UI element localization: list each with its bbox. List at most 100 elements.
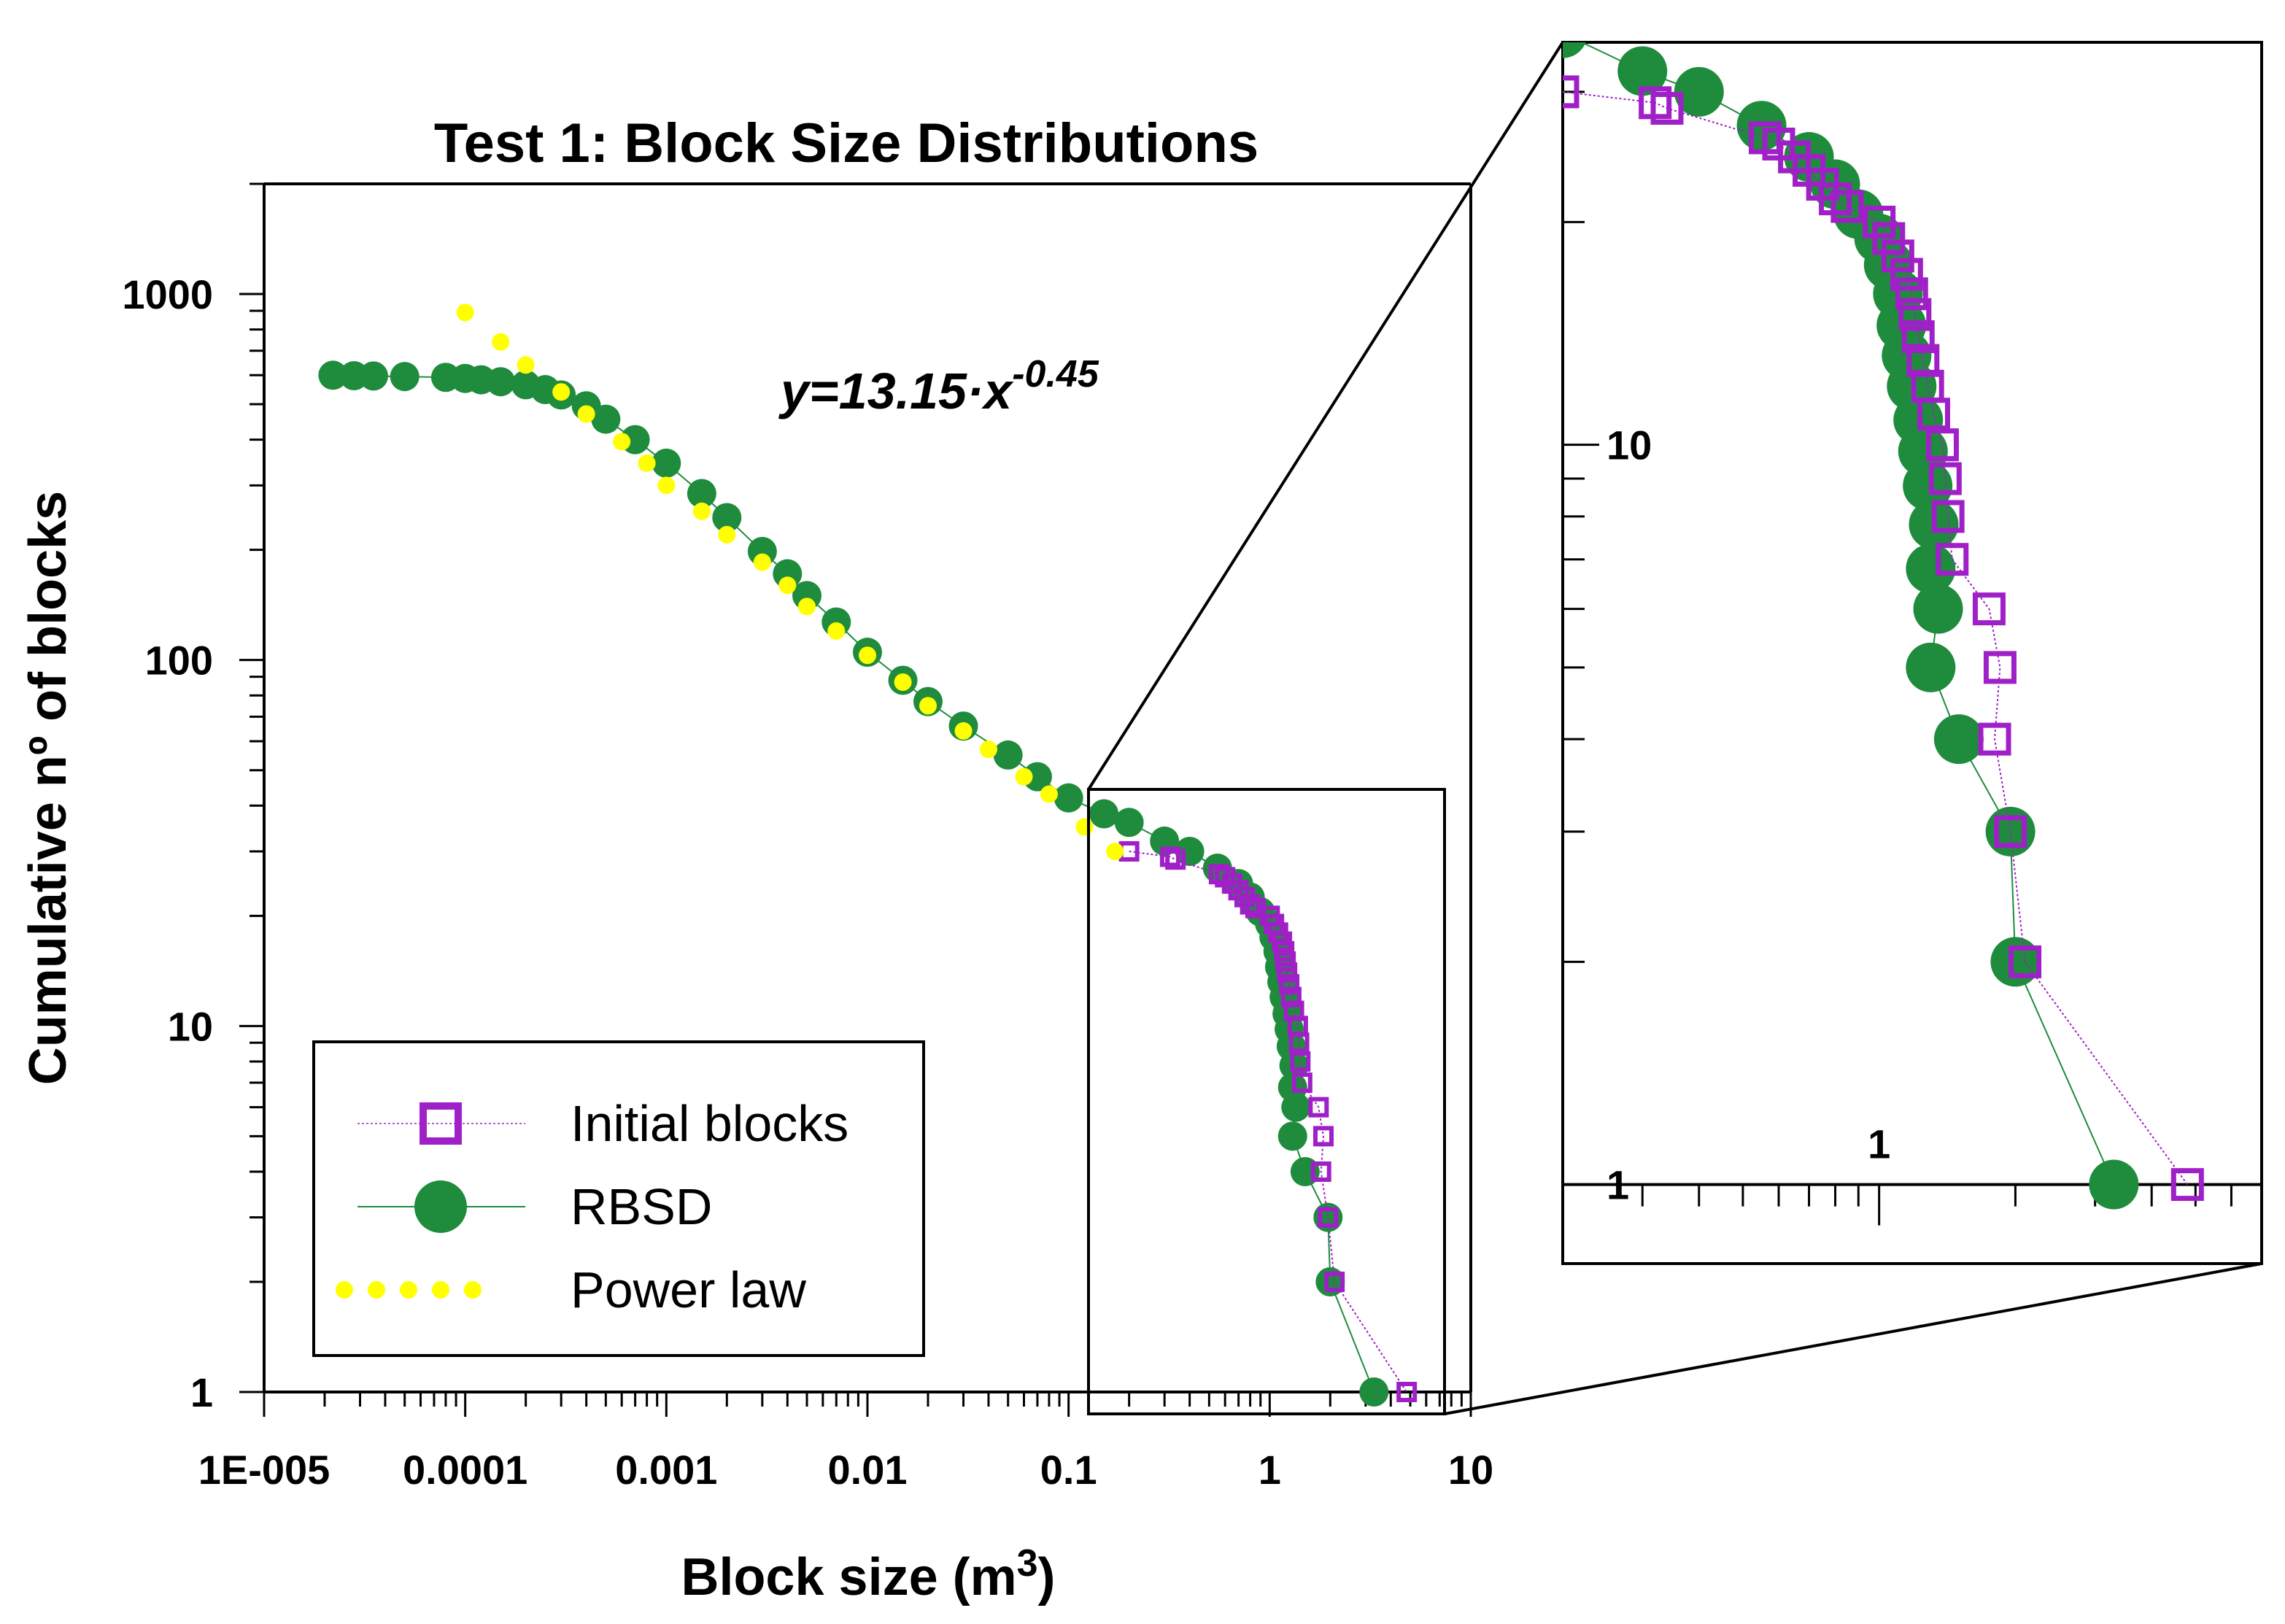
legend-rbsd-marker [414, 1180, 467, 1233]
rbsd-point [1933, 714, 1984, 765]
initial-blocks-point [1291, 1072, 1312, 1094]
power-law-point [798, 598, 816, 616]
legend-powerlaw-dot [336, 1281, 353, 1299]
initial-blocks-point [1274, 940, 1295, 962]
power-law-point [1015, 767, 1033, 786]
legend-powerlaw-dot [464, 1281, 482, 1299]
rbsd-point [1617, 46, 1668, 96]
rbsd-point [1985, 806, 2035, 857]
rbsd-point [2089, 1159, 2139, 1210]
initial-blocks-point [1288, 1032, 1310, 1053]
initial-blocks-point [1931, 500, 1965, 533]
power-law-point [613, 433, 631, 451]
inset-plot: 1 1 10 [1087, 0, 2263, 1415]
y-tick-label: 1000 [122, 271, 213, 317]
initial-blocks-point [1312, 1126, 1334, 1147]
inset-y-tick-label: 10 [1607, 422, 1652, 468]
power-law-point [894, 673, 912, 692]
zoom-connector-bottom [1444, 1262, 2262, 1415]
initial-blocks-point [1308, 1097, 1329, 1118]
x-axis-label-suffix: ) [1038, 1548, 1056, 1606]
inset-series [1481, 0, 2204, 1210]
inset-x-tick-label: 1 [1868, 1121, 1890, 1167]
y-tick-label: 1 [190, 1369, 213, 1415]
rbsd-point [390, 362, 420, 392]
rbsd-point [1114, 808, 1144, 838]
initial-blocks-point [1925, 428, 1959, 462]
equation-exponent: -0.45 [1012, 353, 1099, 395]
rbsd-point [687, 479, 716, 509]
power-law-point [492, 333, 510, 351]
rbsd-point [591, 404, 621, 434]
x-tick-label: 10 [1448, 1447, 1493, 1493]
power-law-point [692, 502, 711, 520]
initial-blocks-point [1994, 815, 2027, 848]
x-axis-label-main: Block size (m [681, 1548, 1016, 1606]
initial-blocks-point [1978, 722, 2011, 756]
zoom-connector-top [1087, 41, 1564, 791]
initial-blocks-point [1324, 1271, 1345, 1292]
initial-blocks-point [1240, 894, 1261, 915]
power-law-point [456, 303, 474, 322]
rbsd-point [358, 361, 388, 391]
chart-title: Test 1: Block Size Distributions [434, 112, 1259, 174]
rbsd-point [1990, 937, 2041, 987]
initial-blocks-point [1563, 75, 1580, 109]
rbsd-point [1277, 1121, 1307, 1151]
y-axis-label: Cumulative nº of blocks [19, 491, 77, 1085]
legend-label: Power law [571, 1261, 806, 1318]
rbsd-point [1053, 783, 1083, 813]
legend: Initial blocks RBSD Power law [312, 1040, 925, 1357]
initial-blocks-point [1895, 277, 1928, 311]
main-plot: 1E-005 0.0001 0.001 0.01 0.1 1 10 1 10 100 1000 [122, 182, 1493, 1493]
power-law-point [638, 454, 656, 472]
power-law-point [979, 741, 997, 759]
rbsd-point [652, 448, 681, 478]
rbsd-point [993, 740, 1023, 770]
initial-blocks-point [1983, 651, 2017, 684]
y-tick-label: 10 [168, 1003, 213, 1049]
x-tick-label: 0.01 [828, 1447, 908, 1493]
initial-blocks-point [1863, 205, 1896, 239]
equation-main: y=13.15·x [778, 363, 1014, 419]
rbsd-point [1674, 66, 1724, 117]
rbsd-point [1906, 642, 1956, 692]
rbsd-point [712, 503, 742, 533]
rbsd-point [1906, 544, 1956, 594]
initial-blocks-point [2170, 1168, 2204, 1202]
legend-powerlaw-dot [432, 1281, 449, 1299]
x-tick-label: 0.0001 [403, 1447, 527, 1493]
initial-blocks-point [1159, 846, 1180, 867]
initial-blocks-point [1318, 1207, 1339, 1228]
initial-blocks-point [1917, 398, 1950, 431]
rbsd-point [1281, 1092, 1311, 1122]
legend-label: Initial blocks [571, 1095, 848, 1152]
rbsd-point [1022, 762, 1052, 792]
initial-blocks-point [1310, 1161, 1331, 1182]
initial-blocks-point [1277, 962, 1298, 983]
rbsd-point [1563, 42, 1586, 58]
x-tick-label: 0.1 [1040, 1447, 1097, 1493]
x-tick-label: 1 [1259, 1447, 1281, 1493]
rbsd-point [1359, 1377, 1389, 1407]
power-law-point [718, 525, 736, 544]
initial-blocks-point [1972, 592, 2006, 626]
initial-blocks-point [1898, 298, 1932, 331]
legend-label: RBSD [571, 1178, 712, 1235]
rbsd-point [486, 367, 516, 397]
initial-blocks-point [1901, 320, 1935, 353]
power-law-point [753, 553, 771, 571]
rbsd-point [1481, 0, 1531, 41]
rbsd-point [1903, 460, 1953, 511]
legend-powerlaw-dot [368, 1281, 385, 1299]
power-law-point [919, 697, 937, 715]
series-connector-line [1129, 851, 1407, 1393]
initial-blocks-point [1928, 462, 1962, 495]
initial-blocks-point [1936, 543, 1969, 576]
x-tick-label: 1E-005 [198, 1447, 330, 1493]
legend-powerlaw-dot [400, 1281, 417, 1299]
initial-blocks-point [1279, 974, 1300, 995]
power-law-point [577, 405, 595, 423]
